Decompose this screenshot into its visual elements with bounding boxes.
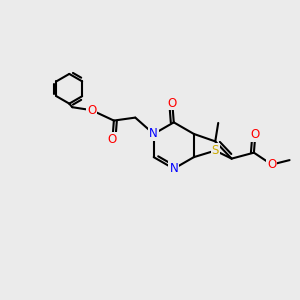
Text: N: N [149,128,158,140]
Text: N: N [169,162,178,175]
Text: O: O [108,134,117,146]
Text: S: S [212,144,219,157]
Text: O: O [87,104,96,117]
Text: O: O [168,97,177,110]
Text: O: O [267,158,276,171]
Text: O: O [251,128,260,141]
